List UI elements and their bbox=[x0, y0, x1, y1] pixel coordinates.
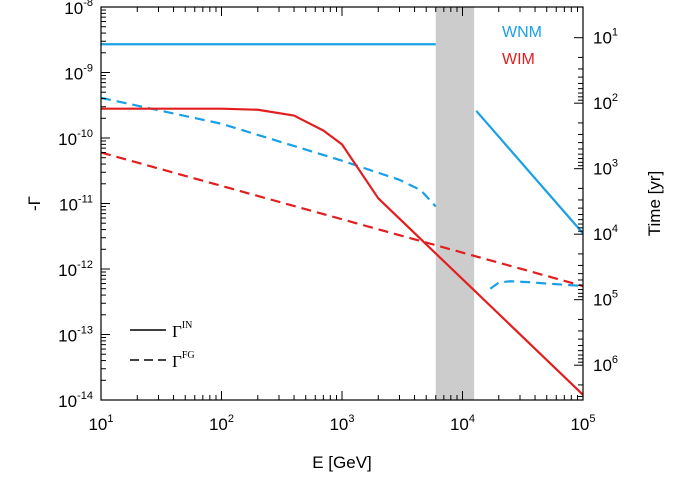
y-tick-label: 10-13 bbox=[58, 325, 93, 346]
legend-label: ΓFG bbox=[172, 350, 195, 371]
series-line-wnm-fg-2 bbox=[101, 96, 437, 208]
y-tick-label: 10-12 bbox=[58, 259, 93, 280]
series-line-wnm-in-1 bbox=[475, 110, 583, 235]
y2-tick-label: 106 bbox=[593, 354, 618, 375]
legend-label: ΓIN bbox=[172, 320, 192, 341]
y-tick-label: 10-11 bbox=[59, 194, 93, 215]
y-axis-title: -Γ bbox=[25, 196, 44, 211]
series-line-wim-fg-5 bbox=[101, 151, 583, 288]
y-tick-label: 10-8 bbox=[64, 0, 93, 18]
x-tick-label: 103 bbox=[329, 413, 354, 434]
y2-tick-label: 105 bbox=[593, 289, 618, 310]
labels-layer: 101 102 103 104 105 10-8 10-9 10-10 10-11 10-12 10… bbox=[25, 0, 664, 472]
series-label-wnm: WNM bbox=[502, 24, 542, 41]
x-tick-label: 101 bbox=[88, 413, 113, 434]
ticks-layer bbox=[100, 7, 584, 401]
band-layer bbox=[435, 7, 475, 400]
x-tick-label: 105 bbox=[570, 413, 595, 434]
y-tick-label: 10-9 bbox=[64, 63, 93, 84]
y2-tick-label: 104 bbox=[593, 223, 618, 244]
series-line-wim-in-4 bbox=[101, 107, 583, 396]
series-line-wnm-fg-3 bbox=[489, 280, 583, 290]
y-tick-label: 10-10 bbox=[58, 128, 93, 149]
y-tick-label: 10-14 bbox=[58, 390, 93, 411]
shaded-band bbox=[435, 7, 475, 400]
y2-tick-label: 101 bbox=[593, 27, 618, 48]
series-layer bbox=[101, 43, 583, 396]
legend: ΓIN ΓFG bbox=[130, 320, 195, 371]
y2-tick-label: 103 bbox=[593, 158, 618, 179]
x-tick-label: 102 bbox=[209, 413, 234, 434]
y2-tick-label: 102 bbox=[593, 92, 618, 113]
y2-axis-title: Time [yr] bbox=[645, 171, 664, 236]
x-axis-title: E [GeV] bbox=[312, 453, 372, 472]
series-label-wim: WIM bbox=[502, 51, 535, 68]
x-tick-label: 104 bbox=[450, 413, 475, 434]
